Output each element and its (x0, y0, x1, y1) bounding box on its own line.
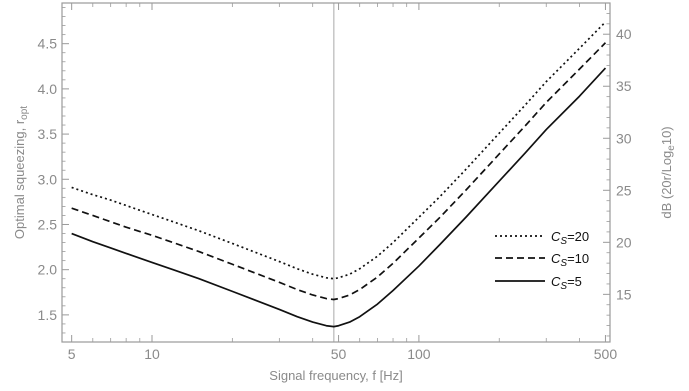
series-line-0 (71, 21, 607, 280)
series-line-2 (71, 67, 607, 328)
y2-axis-title: dB (20r/Loge10) (659, 126, 677, 218)
y2-tick-label: 40 (616, 26, 632, 42)
legend-label-0: CS=20 (551, 229, 589, 247)
y-tick-label: 3.5 (38, 126, 58, 142)
x-tick-label: 100 (407, 346, 431, 362)
x-tick-label: 500 (594, 346, 618, 362)
legend-label-1: CS=10 (551, 251, 589, 269)
series-group (71, 21, 607, 328)
y2-axis-title-tail: 10) (659, 126, 674, 145)
y2-tick-label: 30 (616, 130, 632, 146)
y2-tick-label: 35 (616, 78, 632, 94)
ticks-group: 5 10 50 100 500 1.5 2.0 2.5 3.0 3.5 4.0 4.5 15 20 25 30… (38, 3, 632, 362)
plot-frame (61, 2, 611, 343)
x-tick-label: 5 (68, 346, 76, 362)
x-tick-label: 10 (144, 346, 160, 362)
y-tick-label: 1.5 (38, 307, 58, 323)
x-tick-label: 50 (331, 346, 347, 362)
legend: CS=20 CS=10 CS=5 (495, 229, 589, 292)
y-tick-label: 4.0 (38, 81, 58, 97)
y-tick-label: 2.5 (38, 216, 58, 232)
y-axis-title-sub: opt (19, 106, 30, 120)
y-tick-label: 3.0 (38, 171, 58, 187)
y2-tick-label: 15 (616, 286, 632, 302)
y2-axis-title-sub: e (666, 145, 677, 151)
legend-label-2: CS=5 (551, 274, 582, 292)
y2-tick-label: 20 (616, 234, 632, 250)
x-axis-title: Signal frequency, f [Hz] (269, 368, 402, 383)
y2-axis-title-main: dB (20r/Log (659, 151, 674, 219)
series-line-1 (71, 42, 607, 301)
y-axis-title: Optimal squeezing, ropt (12, 106, 30, 239)
y-tick-label: 2.0 (38, 262, 58, 278)
y-tick-label: 4.5 (38, 36, 58, 52)
y2-tick-label: 25 (616, 182, 632, 198)
